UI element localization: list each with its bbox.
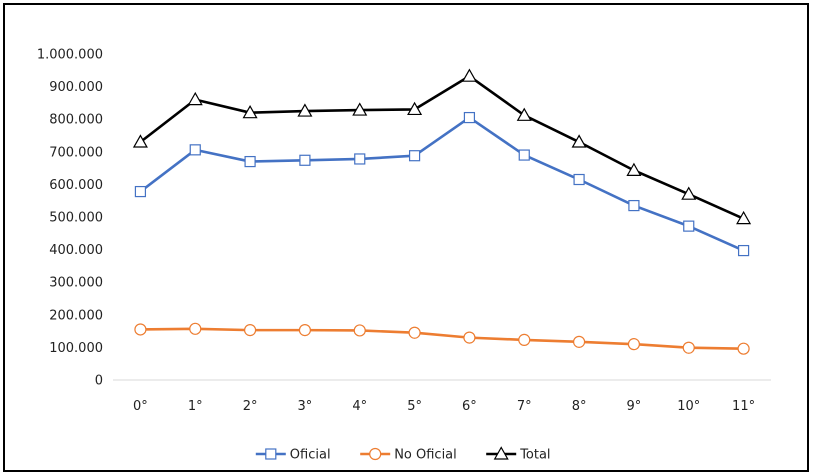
- x-tick-label: 0°: [133, 399, 148, 414]
- y-tick-label: 600.000: [49, 178, 103, 193]
- series-line-no-oficial: [140, 327, 744, 351]
- line-chart: 0 100.000 200.000 300.000 400.000 500.000 600.…: [37, 48, 771, 463]
- legend-item-no-oficial: No Oficial: [360, 448, 457, 463]
- data-point-no-oficial: [627, 338, 641, 351]
- legend-label-total: Total: [519, 448, 550, 463]
- data-point-oficial: [299, 154, 311, 166]
- data-point-oficial: [189, 144, 201, 156]
- data-point-total: [626, 162, 642, 176]
- data-point-no-oficial: [572, 335, 586, 348]
- y-axis-tick-labels: 0 100.000 200.000 300.000 400.000 500.000 600.…: [37, 48, 103, 389]
- legend-label-oficial: Oficial: [290, 448, 331, 463]
- data-point-no-oficial: [298, 324, 312, 337]
- x-tick-label: 10°: [677, 399, 700, 414]
- data-point-total: [681, 186, 697, 200]
- data-point-no-oficial: [408, 326, 421, 339]
- y-tick-label: 0: [95, 374, 103, 389]
- data-point-total: [242, 104, 258, 119]
- data-point-total: [297, 103, 313, 117]
- chart-frame: 0 100.000 200.000 300.000 400.000 500.000 600.…: [3, 3, 809, 472]
- x-tick-label: 1°: [188, 399, 203, 414]
- legend-label-no-oficial: No Oficial: [394, 448, 457, 463]
- y-tick-label: 200.000: [49, 308, 103, 323]
- data-point-total: [407, 101, 423, 116]
- data-point-oficial: [628, 199, 640, 212]
- series-line-total: [139, 74, 745, 220]
- data-point-no-oficial: [518, 333, 531, 347]
- y-tick-label: 100.000: [49, 341, 103, 356]
- data-point-oficial: [244, 155, 256, 168]
- data-point-oficial: [518, 149, 530, 161]
- data-point-no-oficial: [737, 342, 750, 355]
- legend-item-oficial: Oficial: [255, 448, 331, 463]
- y-tick-label: 700.000: [49, 145, 103, 160]
- data-point-total: [461, 68, 477, 82]
- x-tick-label: 8°: [572, 399, 587, 414]
- series-markers: [132, 68, 752, 355]
- data-point-oficial: [408, 150, 421, 162]
- x-tick-label: 7°: [517, 399, 532, 414]
- legend: Oficial No Oficial Total: [255, 446, 551, 463]
- series-lines: [139, 74, 745, 351]
- y-tick-label: 500.000: [49, 211, 103, 226]
- x-axis-tick-labels: 0° 1° 2° 3° 4° 5° 6° 7° 8° 9° 10° 11°: [133, 399, 755, 414]
- x-tick-label: 2°: [243, 399, 258, 414]
- legend-marker-no-oficial: [369, 447, 382, 461]
- data-point-no-oficial: [134, 323, 147, 336]
- data-point-no-oficial: [189, 322, 202, 335]
- y-tick-label: 900.000: [49, 80, 103, 95]
- data-point-total: [187, 91, 203, 106]
- data-point-total: [736, 210, 752, 225]
- data-point-no-oficial: [353, 324, 366, 337]
- y-tick-label: 1.000.000: [37, 48, 103, 63]
- data-point-oficial: [737, 244, 750, 257]
- data-point-no-oficial: [682, 341, 695, 354]
- legend-item-total: Total: [486, 446, 551, 463]
- y-tick-label: 300.000: [49, 276, 103, 291]
- y-tick-label: 800.000: [49, 113, 103, 128]
- legend-marker-oficial: [265, 448, 277, 460]
- data-point-total: [516, 107, 532, 121]
- y-tick-label: 400.000: [49, 243, 103, 258]
- x-tick-label: 6°: [462, 399, 477, 414]
- data-point-oficial: [573, 173, 585, 186]
- data-point-total: [571, 134, 587, 148]
- legend-marker-total: [493, 446, 509, 460]
- x-tick-label: 3°: [298, 399, 313, 414]
- data-point-oficial: [354, 153, 366, 165]
- data-point-no-oficial: [463, 331, 476, 344]
- data-point-oficial: [134, 185, 147, 198]
- data-point-no-oficial: [243, 324, 257, 337]
- data-point-total: [352, 102, 368, 116]
- x-tick-label: 9°: [627, 399, 642, 414]
- data-point-total: [132, 134, 148, 148]
- x-tick-label: 5°: [407, 399, 422, 414]
- series-line-oficial: [139, 116, 745, 252]
- x-tick-label: 4°: [352, 399, 367, 414]
- data-point-oficial: [463, 111, 476, 124]
- data-point-oficial: [683, 220, 695, 232]
- x-tick-label: 11°: [732, 399, 755, 414]
